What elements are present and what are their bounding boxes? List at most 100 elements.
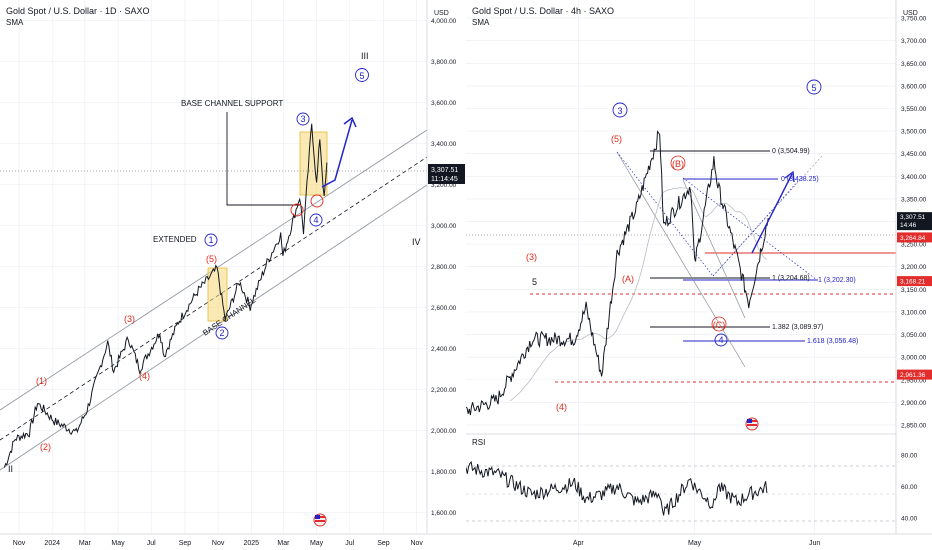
y-tick-label: 1,600.00 xyxy=(431,510,457,517)
fib-label: 1 (3,202.30) xyxy=(818,277,856,284)
right-projection-arrow xyxy=(751,173,793,254)
red-circle-marker xyxy=(670,155,686,171)
rsi-tick-label: 80.00 xyxy=(901,452,918,459)
left-channel-mid xyxy=(0,156,427,441)
x-tick-label: May xyxy=(310,540,324,547)
wave-circle-1 xyxy=(204,233,218,247)
wave-label: (5) xyxy=(206,254,217,264)
annotation-extended: EXTENDED xyxy=(153,235,197,244)
right-currency-label: USD xyxy=(903,10,918,17)
x-tick-label: Sep xyxy=(179,540,192,547)
price-tag-countdown: 14:46 xyxy=(900,222,917,229)
x-tick-label: Nov xyxy=(212,540,225,547)
wave-label: III xyxy=(361,51,369,61)
wave-label: 2 xyxy=(219,328,224,338)
wave-circle-4 xyxy=(714,333,728,347)
x-tick-label: Mar xyxy=(277,540,290,547)
wave-label: (5) xyxy=(611,134,622,144)
wave-label: (C) xyxy=(713,320,726,330)
wave-label: II xyxy=(8,464,13,474)
left-last-price-tag: 3,307.51 11:14:45 xyxy=(428,164,465,184)
y-tick-label: 3,200.00 xyxy=(901,264,927,271)
wave-label: (3) xyxy=(526,252,537,262)
wave-label: (1) xyxy=(36,376,47,386)
y-tick-label: 2,950.00 xyxy=(901,377,927,384)
right-chart-subtitle: SMA xyxy=(472,18,490,27)
wave-label: 4 xyxy=(313,215,318,225)
left-panel[interactable]: II (1) (2) (3) (4) (5) 1 2 3 4 5 III IV … xyxy=(0,0,427,534)
wave-label: (3) xyxy=(124,314,135,324)
x-tick-label: Jul xyxy=(345,540,354,547)
y-tick-label: 3,100.00 xyxy=(901,309,927,316)
y-tick-label: 1,800.00 xyxy=(431,469,457,476)
x-tick-label: 2024 xyxy=(44,540,60,547)
wave-label: 1 xyxy=(208,235,213,245)
wave-label: (2) xyxy=(40,442,51,452)
right-y-ticks: 3,750.00 3,700.00 3,650.00 3,600.00 3,550.00… xyxy=(901,16,927,430)
y-tick-label: 3,400.00 xyxy=(901,174,927,181)
price-tag-label: 3,307.51 xyxy=(900,214,926,221)
left-channel-lower xyxy=(0,184,427,471)
wave-circle-5 xyxy=(355,68,369,82)
wave-label: (4) xyxy=(556,402,567,412)
fib-connector xyxy=(712,178,801,277)
base-channel-support-bracket xyxy=(226,112,300,206)
left-last-price: 3,307.51 xyxy=(431,167,458,174)
wave-circle-5 xyxy=(806,79,822,95)
us-flag-icon[interactable] xyxy=(745,417,759,431)
wave-label: IV xyxy=(412,237,421,247)
left-chart-title: Gold Spot / U.S. Dollar · 1D · SAXO xyxy=(6,6,150,16)
y-tick-label: 3,600.00 xyxy=(901,83,927,90)
y-tick-label: 2,400.00 xyxy=(431,346,457,353)
y-tick-label: 3,000.00 xyxy=(901,355,927,362)
price-tag-label: 3,264.84 xyxy=(900,235,926,242)
x-tick-label: May xyxy=(688,540,702,547)
fib-connector xyxy=(616,151,714,277)
wave-label: 3 xyxy=(300,114,305,124)
rsi-label: RSI xyxy=(472,438,485,447)
y-tick-label: 2,200.00 xyxy=(431,387,457,394)
x-tick-label: 2025 xyxy=(244,540,260,547)
y-tick-label: 3,250.00 xyxy=(901,242,927,249)
y-tick-label: 3,550.00 xyxy=(901,106,927,113)
left-grid xyxy=(0,0,427,533)
red-circle-marker xyxy=(711,316,727,332)
price-tag-label: 3,168.21 xyxy=(900,279,926,286)
y-tick-label: 3,050.00 xyxy=(901,332,927,339)
fib-label: 1 (3,204.68) xyxy=(772,275,810,282)
rsi-tick-label: 40.00 xyxy=(901,516,918,523)
wave-label: (4) xyxy=(139,371,150,381)
wave-circle-4 xyxy=(309,213,323,227)
x-tick-label: Mar xyxy=(79,540,92,547)
y-tick-label: 3,750.00 xyxy=(901,16,927,23)
right-sma-line xyxy=(509,187,768,402)
fib-label: 1.382 (3,089.97) xyxy=(772,324,823,331)
us-flag-icon[interactable] xyxy=(313,513,327,527)
time-axis[interactable] xyxy=(0,534,932,550)
red-circle-marker xyxy=(310,194,324,208)
wave-circle-2 xyxy=(215,326,229,340)
y-tick-label: 3,600.00 xyxy=(431,100,457,107)
fib-label: 0 (3,504.99) xyxy=(772,148,810,155)
left-plot-bg xyxy=(0,0,427,534)
right-x-ticks: Apr May Jun xyxy=(573,540,821,547)
wave-label: 3 xyxy=(617,106,622,116)
y-tick-label: 3,200.00 xyxy=(431,182,457,189)
left-price-axis[interactable] xyxy=(427,0,466,534)
right-projection-arrowhead xyxy=(784,170,795,183)
y-tick-label: 3,700.00 xyxy=(901,38,927,45)
left-countdown: 11:14:45 xyxy=(431,176,458,183)
right-chart-title: Gold Spot / U.S. Dollar · 4h · SAXO xyxy=(472,6,614,16)
right-panel[interactable]: 5 (3) (4) (5) (A) (B) (C) 3 4 5 0 (3,504… xyxy=(466,0,896,534)
right-price-axis[interactable] xyxy=(896,0,932,534)
y-tick-label: 3,500.00 xyxy=(901,129,927,136)
y-tick-label: 2,600.00 xyxy=(431,305,457,312)
x-tick-label: Nov xyxy=(13,540,26,547)
fib-label: 1.618 (3,056.48) xyxy=(807,338,858,345)
wave-label: 5 xyxy=(811,83,816,93)
x-tick-label: Apr xyxy=(573,540,585,547)
y-tick-label: 3,000.00 xyxy=(431,223,457,230)
price-tag-bg xyxy=(897,369,932,380)
